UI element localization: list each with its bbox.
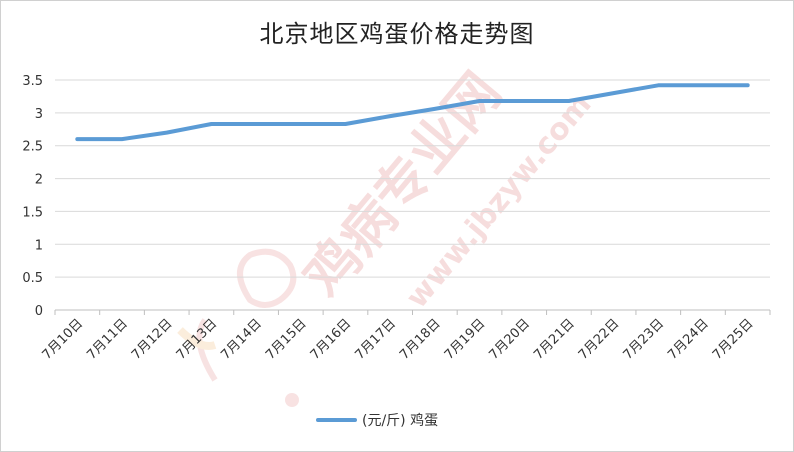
x-tick-label: 7月11日 xyxy=(84,316,131,363)
x-tick-label: 7月15日 xyxy=(263,316,310,363)
y-tick-label: 2.5 xyxy=(22,140,43,155)
x-tick-label: 7月18日 xyxy=(397,316,444,363)
chart-title: 北京地区鸡蛋价格走势图 xyxy=(259,20,535,48)
x-tick-label: 7月21日 xyxy=(531,316,578,363)
y-tick-label: 0.5 xyxy=(22,271,43,286)
x-tick-label: 7月17日 xyxy=(352,316,399,363)
x-tick-label: 7月23日 xyxy=(621,316,668,363)
x-tick-label: 7月13日 xyxy=(174,316,221,363)
x-tick-label: 7月24日 xyxy=(665,316,712,363)
legend: (元/斤) 鸡蛋 xyxy=(316,412,438,429)
legend-label: (元/斤) 鸡蛋 xyxy=(362,412,438,429)
y-tick-label: 2 xyxy=(35,173,43,188)
x-tick-label: 7月20日 xyxy=(486,316,533,363)
x-tick-label: 7月14日 xyxy=(218,316,265,363)
x-tick-label: 7月19日 xyxy=(442,316,489,363)
x-tick-label: 7月22日 xyxy=(576,316,623,363)
series-line xyxy=(75,83,750,142)
x-tick-label: 7月12日 xyxy=(129,316,176,363)
y-tick-label: 0 xyxy=(35,304,43,319)
y-tick-label: 3.5 xyxy=(22,74,43,89)
x-tick-label: 7月10日 xyxy=(40,316,87,363)
series-layer xyxy=(75,83,750,142)
bird-logo-icon xyxy=(177,248,299,407)
y-tick-label: 1 xyxy=(35,238,43,253)
x-tick-label: 7月25日 xyxy=(710,316,757,363)
y-tick-label: 1.5 xyxy=(22,205,43,220)
watermark-text-main: 鸡病专业网 xyxy=(292,61,514,308)
x-tick-label: 7月16日 xyxy=(308,316,355,363)
y-tick-label: 3 xyxy=(35,107,43,122)
y-tick-layer: 0 0.5 1 1.5 2 2.5 3 3.5 xyxy=(22,74,43,319)
x-tick-layer: 7月10日7月11日7月12日7月13日7月14日7月15日7月16日7月17日… xyxy=(40,310,771,363)
